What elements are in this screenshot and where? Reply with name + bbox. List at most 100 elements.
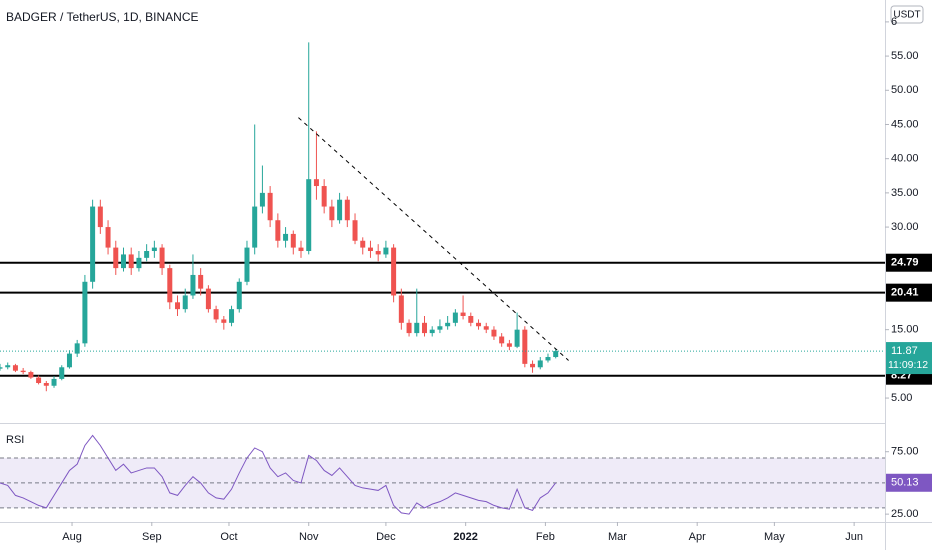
candle-body xyxy=(406,322,412,334)
y-tick-label: 15.00 xyxy=(891,324,919,336)
currency-box[interactable] xyxy=(890,5,924,24)
candle-body xyxy=(499,336,505,344)
candle-body xyxy=(391,247,397,296)
candle-body xyxy=(398,295,404,323)
candle-body xyxy=(267,192,273,221)
rsi-last-box xyxy=(886,473,932,492)
candle-body xyxy=(545,357,551,361)
candle-body xyxy=(367,247,373,252)
x-tick-label: Jun xyxy=(845,531,863,543)
x-tick-label: Mar xyxy=(608,531,627,543)
candle-body xyxy=(51,378,57,386)
candle-body xyxy=(20,370,26,373)
chart-title: BADGER / TetherUS, 1D, BINANCE xyxy=(6,10,199,24)
candle-body xyxy=(236,281,242,310)
x-tick-label: Apr xyxy=(689,531,706,543)
candle-body xyxy=(82,281,88,344)
candle-body xyxy=(283,233,289,241)
candle-body xyxy=(28,372,34,378)
x-tick-label: Oct xyxy=(220,531,237,543)
y-tick-label: 30.00 xyxy=(891,221,919,233)
candle-body xyxy=(59,367,65,379)
candle-body xyxy=(175,302,181,310)
level-label: 20.41 xyxy=(891,287,919,299)
candle-body xyxy=(514,329,520,347)
last-price-label: 11.87 xyxy=(891,345,918,357)
candle-body xyxy=(36,377,42,384)
candle-body xyxy=(275,220,281,241)
candle-body xyxy=(120,254,126,269)
candle-body xyxy=(128,254,134,269)
candle-body xyxy=(12,365,18,371)
countdown-label: 11:09:12 xyxy=(888,359,928,371)
x-tick-label: May xyxy=(764,531,785,543)
candle-body xyxy=(522,329,528,364)
currency-label[interactable]: USDT xyxy=(893,10,920,21)
level-label: 24.79 xyxy=(891,257,919,269)
candle-body xyxy=(97,206,103,228)
candle-body xyxy=(429,329,435,334)
candle-body xyxy=(74,343,80,354)
candle-body xyxy=(43,383,49,386)
candle-body xyxy=(198,274,204,289)
y-tick-label: 45.00 xyxy=(891,118,919,130)
candle-body xyxy=(5,365,11,368)
x-tick-label: Nov xyxy=(299,531,319,543)
y-tick-label: 5.00 xyxy=(891,392,912,404)
candle-body xyxy=(329,206,335,221)
level-label-box xyxy=(886,253,932,272)
x-tick-label: Feb xyxy=(536,531,555,543)
candle-body xyxy=(414,322,420,334)
candle-body xyxy=(483,326,489,330)
candle-body xyxy=(259,192,265,207)
candle-body xyxy=(476,322,482,327)
candle-body xyxy=(90,206,96,282)
candle-body xyxy=(0,367,3,369)
candle-body xyxy=(452,312,458,323)
candle-body xyxy=(445,322,451,327)
x-tick-label: Sep xyxy=(142,531,162,543)
candle-body xyxy=(252,206,258,248)
candle-body xyxy=(221,319,227,323)
candle-body xyxy=(313,179,319,187)
level-label-box xyxy=(886,283,932,302)
candle-body xyxy=(491,329,497,337)
candle-body xyxy=(337,199,343,221)
candle-body xyxy=(182,295,188,310)
candle-body xyxy=(190,274,196,296)
y-tick-label: 40.00 xyxy=(891,153,919,165)
candle-body xyxy=(306,179,312,252)
x-tick-label: Aug xyxy=(62,531,82,543)
candle-body xyxy=(375,251,381,255)
candle-body xyxy=(506,343,512,347)
candle-body xyxy=(460,312,466,316)
candle-body xyxy=(167,268,173,303)
y-tick-label: 55.00 xyxy=(891,50,919,62)
candle-body xyxy=(437,326,443,330)
candle-body xyxy=(66,353,72,368)
x-tick-label: Dec xyxy=(376,531,396,543)
y-tick-label: 6 xyxy=(891,16,897,28)
rsi-title: RSI xyxy=(6,434,24,446)
candle-body xyxy=(352,220,358,241)
y-tick-label: 35.00 xyxy=(891,187,919,199)
candle-body xyxy=(383,247,389,255)
y2-tick-label: 75.00 xyxy=(891,446,919,458)
x-tick-label: 2022 xyxy=(453,531,477,543)
candle-body xyxy=(213,309,219,320)
candle-body xyxy=(144,251,150,258)
candle-body xyxy=(530,363,536,368)
candle-body xyxy=(290,233,296,248)
candle-body xyxy=(421,322,427,334)
candle-body xyxy=(360,240,366,248)
candle-body xyxy=(344,199,350,221)
candle-body xyxy=(298,247,304,252)
candle-body xyxy=(244,247,250,282)
candle-body xyxy=(136,257,142,269)
last-price-box xyxy=(886,342,932,375)
candle-body xyxy=(113,247,119,269)
y2-tick-label: 25.00 xyxy=(891,508,919,520)
candle-body xyxy=(321,186,327,207)
rsi-last-label: 50.13 xyxy=(891,477,919,489)
